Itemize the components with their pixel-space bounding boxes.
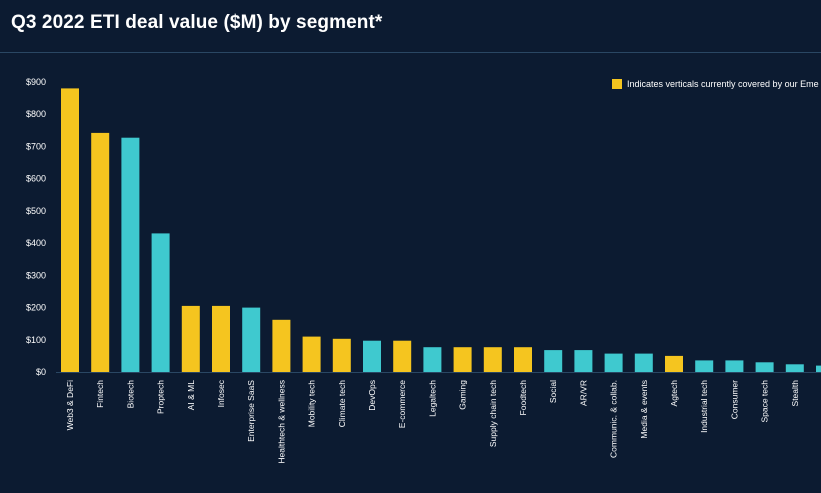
y-tick-label: $400 — [26, 238, 46, 248]
title-divider — [0, 52, 821, 53]
y-tick-label: $0 — [36, 367, 46, 377]
y-tick-label: $900 — [26, 77, 46, 87]
y-tick-label: $300 — [26, 270, 46, 280]
bar-consumer — [725, 360, 744, 372]
bar-industrial-tech — [695, 360, 714, 372]
y-tick-label: $100 — [26, 335, 46, 345]
y-tick-label: $500 — [26, 206, 46, 216]
bar-space-tech — [755, 362, 774, 372]
bar-media-events — [634, 353, 653, 372]
bar-e-commerce — [393, 340, 412, 372]
bar-supply-chain-tech — [483, 347, 502, 372]
x-tick-label: DevOps — [367, 380, 377, 411]
x-tick-label: Space tech — [760, 380, 770, 423]
x-tick-label: Social — [548, 380, 558, 403]
bar-communic-collab- — [604, 353, 623, 372]
x-tick-label: Media & events — [639, 380, 649, 439]
bar-ar-vr — [574, 350, 593, 372]
x-tick-label: Climate tech — [337, 380, 347, 428]
x-tick-label: Proptech — [156, 380, 166, 414]
x-tick-label: Enterprise SaaS — [246, 380, 256, 442]
x-tick-label: AI & ML — [186, 380, 196, 411]
x-tick-label: Stealth — [790, 380, 800, 407]
bar-ai-ml — [181, 305, 200, 372]
bar-fintech — [91, 132, 110, 372]
bar-web3-defi — [61, 88, 79, 373]
bar-healthtech-wellness — [272, 319, 291, 372]
bar-agtech — [665, 355, 683, 372]
x-tick-label: Communic. & collab. — [609, 380, 619, 458]
legend: Indicates verticals currently covered by… — [612, 77, 821, 91]
x-tick-label: E-commerce — [397, 380, 407, 428]
y-tick-label: $600 — [26, 174, 46, 184]
x-tick-label: Consumer — [729, 380, 739, 419]
x-tick-label: Gaming — [458, 380, 468, 410]
bar-social — [544, 350, 563, 372]
bar-foodtech — [514, 347, 532, 372]
x-tick-label: Fintech — [95, 380, 105, 408]
x-tick-label: Agtech — [669, 380, 679, 407]
x-tick-label: AR/VR — [578, 380, 588, 406]
bar-mobility-tech — [302, 336, 321, 372]
bar-legaltech — [423, 347, 442, 372]
x-tick-label: Infosec — [216, 379, 226, 407]
bar-enterprise-saas — [242, 307, 261, 372]
legend-swatch — [612, 79, 622, 89]
x-tick-label: Mobility tech — [307, 380, 317, 428]
bar-climate-tech — [332, 338, 351, 372]
x-tick-label: Industrial tech — [699, 380, 709, 433]
x-tick-label: Biotech — [125, 380, 135, 409]
bar-proptech — [151, 233, 170, 372]
x-tick-label: Foodtech — [518, 380, 528, 416]
bar-pet-tech — [816, 365, 821, 372]
bar-biotech — [121, 137, 140, 372]
bar-devops — [363, 340, 381, 372]
y-tick-label: $800 — [26, 109, 46, 119]
bar-stealth — [785, 364, 804, 372]
x-tick-label: Legaltech — [427, 380, 437, 417]
y-tick-label: $700 — [26, 141, 46, 151]
y-tick-label: $200 — [26, 303, 46, 313]
chart-title: Q3 2022 ETI deal value ($M) by segment* — [11, 12, 383, 33]
bar-infosec — [212, 305, 230, 372]
bar-gaming — [453, 347, 472, 372]
x-tick-label: Healthtech & wellness — [276, 380, 286, 464]
x-tick-label: Web3 & DeFi — [65, 380, 75, 431]
x-tick-label: Supply chain tech — [488, 380, 498, 447]
legend-label: Indicates verticals currently covered by… — [627, 79, 819, 89]
